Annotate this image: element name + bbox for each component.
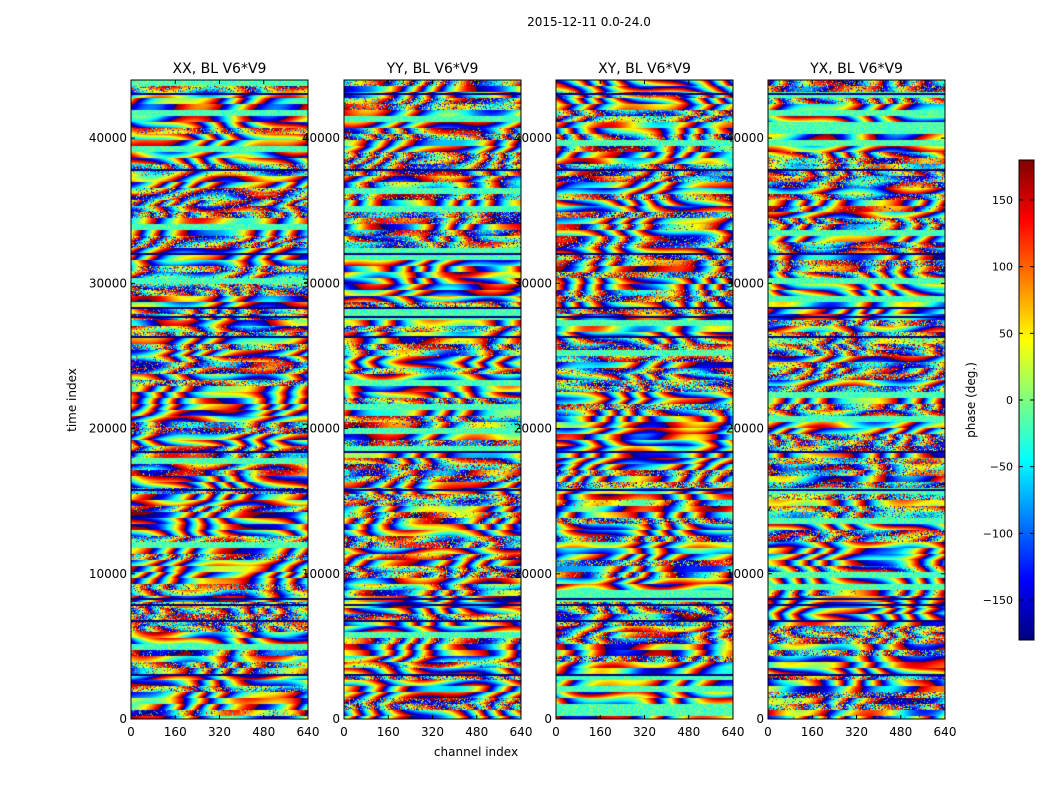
colorbar-tick-label: −150 — [983, 594, 1013, 607]
y-tick-label: 10000 — [726, 567, 764, 581]
panel-3: XY, BL V6*V9 0 160 320 480 640 0 10000 20000 3000… — [514, 61, 745, 739]
y-tick-label: 30000 — [89, 276, 127, 290]
x-tick-label: 160 — [801, 725, 824, 739]
x-axis-label: channel index — [434, 745, 518, 759]
heatmap-image — [131, 80, 308, 719]
y-tick-label: 0 — [756, 712, 764, 726]
y-tick-label: 40000 — [726, 131, 764, 145]
panel-title: YY, BL V6*V9 — [386, 61, 479, 77]
x-tick-label: 160 — [377, 725, 400, 739]
x-tick-label: 0 — [552, 725, 560, 739]
x-tick-label: 0 — [340, 725, 348, 739]
y-tick-label: 40000 — [514, 131, 552, 145]
x-tick-label: 640 — [297, 725, 320, 739]
heatmap-canvas — [131, 80, 308, 719]
x-tick-label: 480 — [465, 725, 488, 739]
panel-1: XX, BL V6*V9 0 160 320 480 640 0 10000 20000 3000… — [89, 61, 320, 739]
y-tick-label: 30000 — [514, 276, 552, 290]
y-tick-label: 20000 — [89, 422, 127, 436]
heatmap-image — [768, 80, 945, 719]
x-tick-label: 640 — [722, 725, 745, 739]
x-tick-label: 480 — [252, 725, 275, 739]
y-tick-label: 0 — [332, 712, 340, 726]
y-tick-label: 0 — [119, 712, 127, 726]
y-tick-label: 20000 — [726, 422, 764, 436]
y-tick-label: 20000 — [302, 422, 340, 436]
x-tick-label: 640 — [510, 725, 533, 739]
panel-4: YX, BL V6*V9 0 160 320 480 640 0 10000 20000 3000… — [726, 61, 957, 739]
panel-2: YY, BL V6*V9 0 160 320 480 640 0 10000 20000 3000… — [302, 61, 533, 739]
panels: XX, BL V6*V9 0 160 320 480 640 0 10000 20000 3000… — [89, 61, 957, 739]
colorbar-tick-label: 0 — [1006, 394, 1013, 407]
panel-title: YX, BL V6*V9 — [809, 61, 903, 77]
colorbar-label: phase (deg.) — [964, 362, 978, 438]
y-tick-label: 40000 — [89, 131, 127, 145]
heatmap-image — [344, 80, 521, 719]
x-tick-label: 320 — [845, 725, 868, 739]
panel-title: XX, BL V6*V9 — [173, 61, 267, 77]
panel-title: XY, BL V6*V9 — [598, 61, 691, 77]
colorbar-tick-label: 50 — [999, 327, 1013, 340]
heatmap-canvas — [344, 80, 521, 719]
colorbar-tick-label: 100 — [992, 261, 1013, 274]
x-tick-label: 480 — [677, 725, 700, 739]
y-tick-label: 10000 — [89, 567, 127, 581]
x-tick-label: 0 — [127, 725, 135, 739]
x-tick-label: 160 — [589, 725, 612, 739]
x-tick-label: 0 — [764, 725, 772, 739]
x-tick-label: 160 — [164, 725, 187, 739]
y-tick-label: 10000 — [514, 567, 552, 581]
x-tick-label: 320 — [208, 725, 231, 739]
x-tick-label: 640 — [934, 725, 957, 739]
x-tick-label: 320 — [421, 725, 444, 739]
heatmap-canvas — [768, 80, 945, 719]
colorbar-tick-label: 150 — [992, 194, 1013, 207]
heatmap-canvas — [556, 80, 733, 719]
heatmap-image — [556, 80, 733, 719]
colorbar-tick-label: −50 — [990, 461, 1013, 474]
y-tick-label: 40000 — [302, 131, 340, 145]
colorbar: −150 −100 −50 0 50 100 150 — [983, 159, 1035, 641]
y-tick-label: 0 — [544, 712, 552, 726]
x-tick-label: 480 — [889, 725, 912, 739]
y-tick-label: 20000 — [514, 422, 552, 436]
y-axis-label: time index — [65, 368, 79, 432]
y-tick-label: 30000 — [726, 276, 764, 290]
x-tick-label: 320 — [633, 725, 656, 739]
y-tick-label: 30000 — [302, 276, 340, 290]
colorbar-tick-label: −100 — [983, 527, 1013, 540]
figure-title: 2015-12-11 0.0-24.0 — [527, 15, 651, 29]
y-tick-label: 10000 — [302, 567, 340, 581]
